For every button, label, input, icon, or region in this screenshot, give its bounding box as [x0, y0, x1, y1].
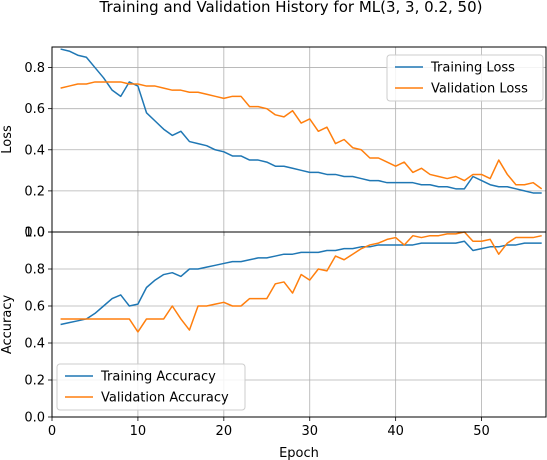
- legend: Training Loss Validation Loss: [386, 54, 544, 102]
- y-tick-label: 1.0: [24, 226, 45, 241]
- legend-label-1: Validation Loss: [431, 82, 528, 97]
- y-axis-label: Loss: [0, 125, 15, 154]
- y-tick-label: 0.0: [24, 411, 45, 426]
- x-tick-label: 30: [301, 424, 318, 439]
- y-tick-label: 0.2: [24, 374, 45, 389]
- y-tick-label: 0.4: [24, 337, 45, 352]
- y-tick-label: 0.8: [24, 263, 45, 278]
- subplot-accuracy: 0.0 0.2 0.4 0.6 0.8 1.0 0 10 20 30 40 50 Accuracy Epo…: [0, 226, 547, 460]
- series-line-1: [60, 81, 543, 190]
- y-tick-label: 0.8: [24, 61, 45, 76]
- series-line-0: [60, 48, 542, 194]
- x-tick-label: 50: [473, 424, 490, 439]
- x-axis-label: Epoch: [279, 446, 319, 460]
- x-tick-label: 0: [48, 424, 56, 439]
- x-tick-label: 10: [130, 424, 147, 439]
- series-line-1: [60, 231, 542, 333]
- y-axis-label: Accuracy: [0, 295, 15, 355]
- y-tick-label: 0.0: [24, 226, 45, 241]
- figure-title: Training and Validation History for ML(3…: [99, 0, 483, 16]
- series-line-0: [60, 240, 542, 326]
- legend-box: [386, 54, 544, 102]
- y-tick-label: 0.6: [24, 300, 45, 315]
- y-tick-label: 0.2: [24, 184, 45, 199]
- legend-label-0: Training Loss: [430, 61, 515, 76]
- axes-frame: [51, 231, 547, 418]
- legend-label-0: Training Accuracy: [100, 370, 216, 385]
- x-tick-label: 20: [216, 424, 233, 439]
- legend-label-1: Validation Accuracy: [101, 391, 229, 406]
- y-tick-label: 0.4: [24, 143, 45, 158]
- x-tick-label: 40: [387, 424, 404, 439]
- legend: Training Accuracy Validation Accuracy: [56, 363, 246, 411]
- legend-box: [56, 363, 246, 411]
- subplot-loss: 0.0 0.2 0.4 0.6 0.8 Loss Training Loss Validati…: [0, 46, 547, 241]
- y-tick-label: 0.6: [24, 102, 45, 117]
